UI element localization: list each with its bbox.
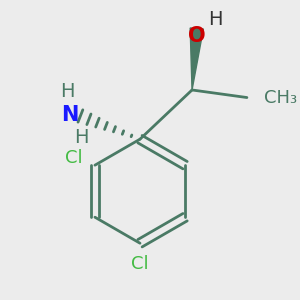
Polygon shape [190,28,203,90]
Text: Cl: Cl [131,255,149,273]
Text: H: H [208,10,223,28]
Text: N: N [61,105,79,124]
Text: H: H [74,128,88,147]
Text: CH₃: CH₃ [264,88,297,106]
Text: O: O [188,26,206,46]
Text: H: H [60,82,74,101]
Text: Cl: Cl [65,148,83,166]
